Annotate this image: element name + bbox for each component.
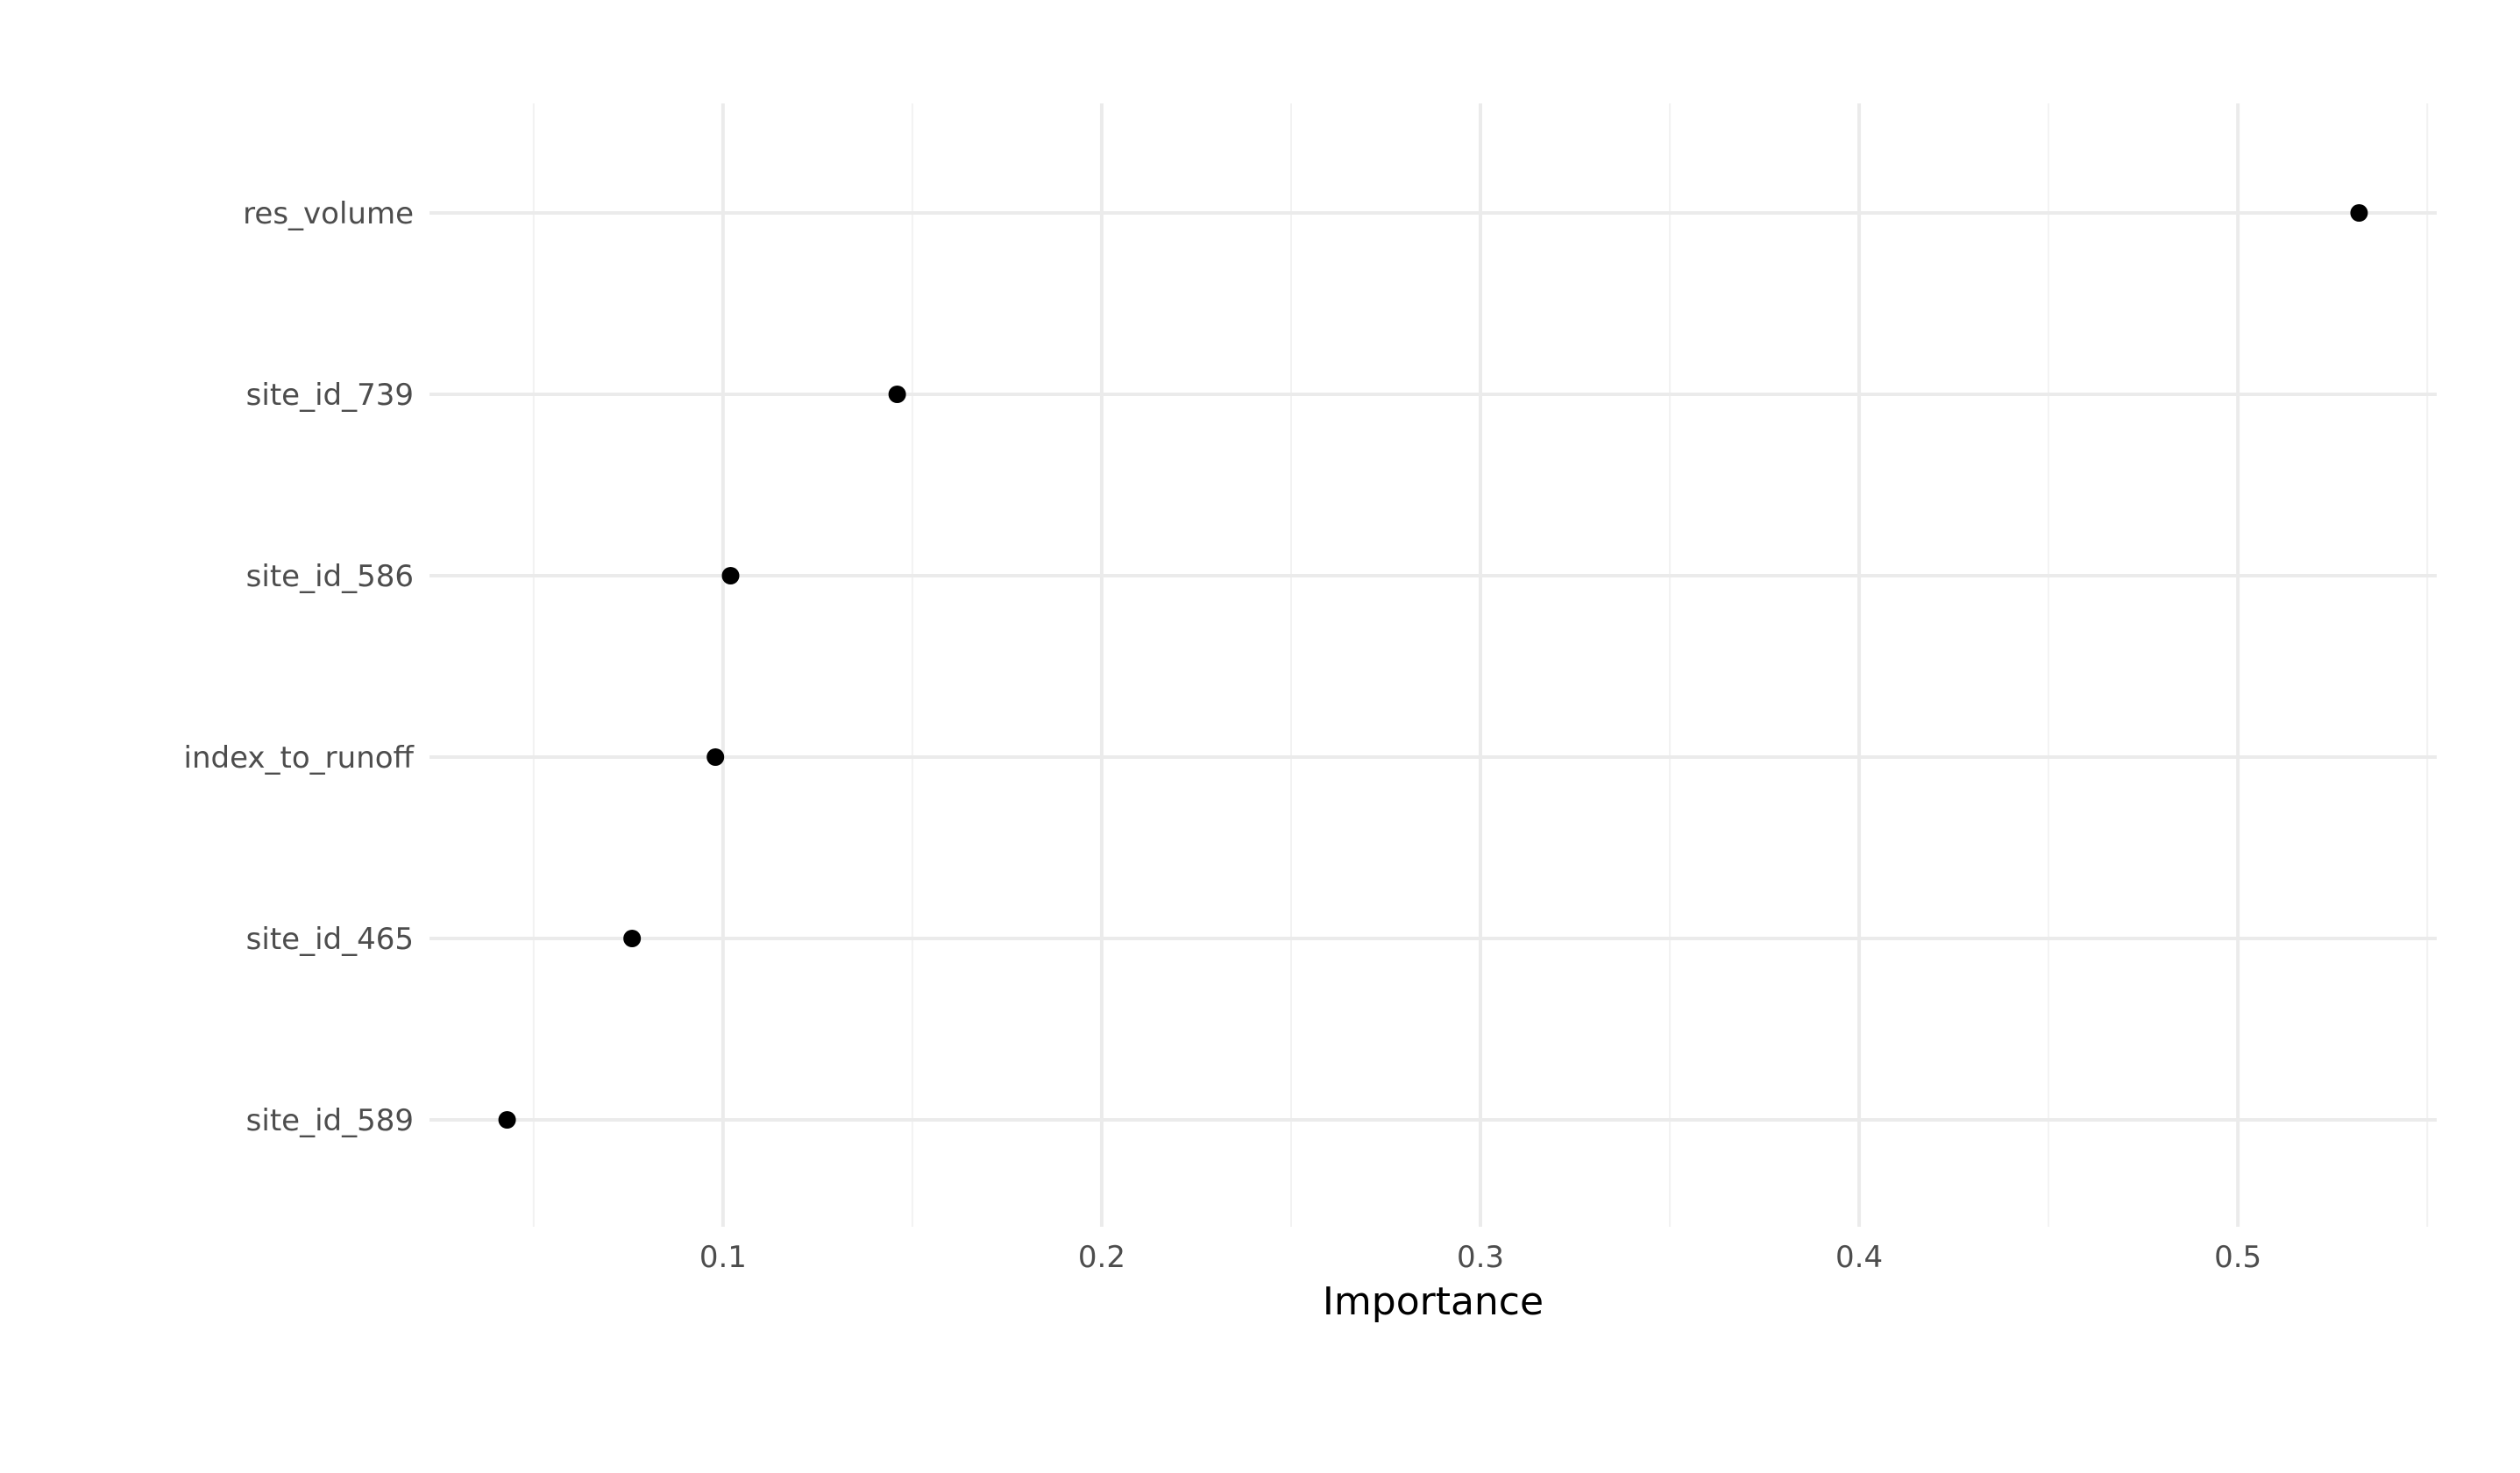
x-tick-label-2: 0.3 — [1457, 1240, 1504, 1275]
x-axis-labels: 0.1 0.2 0.3 0.4 0.5 — [699, 1240, 2261, 1275]
data-point-site_id_465 — [623, 930, 642, 947]
x-tick-label-3: 0.4 — [1835, 1240, 1883, 1275]
y-tick-label-0: res_volume — [243, 196, 414, 231]
data-point-index_to_runoff — [706, 748, 725, 766]
data-point-site_id_589 — [498, 1111, 516, 1129]
y-tick-label-4: site_id_465 — [246, 922, 414, 957]
x-tick-label-0: 0.1 — [699, 1240, 747, 1275]
y-tick-label-3: index_to_runoff — [184, 740, 415, 775]
data-point-site_id_739 — [888, 386, 906, 403]
data-points — [498, 204, 2368, 1129]
data-point-site_id_586 — [721, 567, 740, 584]
y-axis-labels: res_volume site_id_739 site_id_586 index_to… — [184, 196, 415, 1138]
x-axis-title: Importance — [1323, 1279, 1544, 1324]
data-point-res_volume — [2350, 204, 2368, 222]
y-tick-label-1: site_id_739 — [246, 378, 414, 413]
y-tick-label-2: site_id_586 — [246, 559, 414, 594]
minor-gridlines — [532, 103, 2429, 1227]
x-tick-label-1: 0.2 — [1078, 1240, 1125, 1275]
major-gridlines — [429, 103, 2437, 1227]
x-tick-label-4: 0.5 — [2214, 1240, 2261, 1275]
y-tick-label-5: site_id_589 — [246, 1103, 414, 1138]
